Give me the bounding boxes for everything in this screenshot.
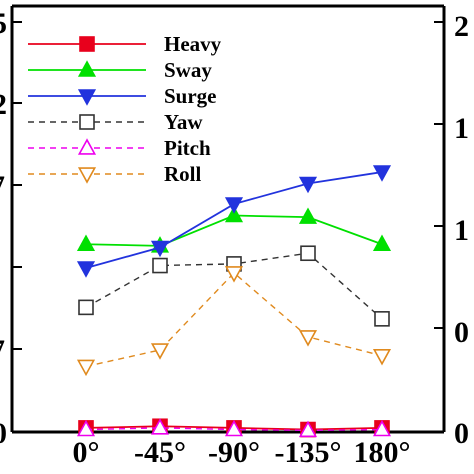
axes: 5 2 7 - 7 0 2 1 1 0 0 (0, 4, 469, 450)
x-tick-label: 0° (73, 436, 100, 469)
legend-item-yaw: Yaw (28, 110, 203, 134)
series-yaw (78, 245, 390, 327)
data-point-yaw (78, 299, 94, 316)
left-axis-tick-fragment: 7 (0, 334, 5, 367)
data-point-pitch (150, 418, 170, 435)
series-line-roll (85, 271, 383, 368)
x-axis-ticks: 0° -45° -90° -135° 180° (73, 422, 411, 469)
data-point-roll (372, 348, 392, 366)
right-axis-tick-fragment: 2 (454, 10, 469, 43)
data-point-roll (224, 266, 244, 283)
x-tick-label: -45° (134, 436, 186, 469)
data-point-surge (224, 197, 244, 214)
legend-marker (77, 138, 97, 155)
data-point-surge (76, 261, 96, 278)
legend-item-pitch: Pitch (28, 136, 211, 160)
legend-item-heavy: Heavy (28, 32, 222, 56)
legend-label: Roll (164, 162, 202, 186)
data-point-roll (150, 343, 170, 360)
data-point-pitch (76, 419, 96, 437)
data-point-surge (150, 240, 170, 258)
legend-label: Heavy (164, 32, 222, 56)
series-surge (76, 165, 392, 278)
series-sway (76, 205, 392, 253)
data-point-sway (372, 234, 392, 251)
legend-item-roll: Roll (28, 162, 202, 186)
data-point-sway (76, 234, 96, 251)
left-axis-tick-fragment: 0 (0, 417, 7, 450)
series-pitch (76, 418, 392, 438)
legend-label: Surge (164, 84, 217, 108)
data-point-sway (298, 207, 318, 224)
data-point-roll (76, 359, 96, 377)
data-point-surge (298, 176, 318, 194)
right-axis-tick-fragment: 1 (454, 112, 469, 145)
data-point-surge (372, 165, 392, 182)
series-layer (76, 165, 392, 438)
legend-item-surge: Surge (28, 84, 217, 108)
x-tick-label: -90° (208, 436, 260, 469)
data-point-yaw (300, 245, 316, 262)
left-axis-tick-fragment: 5 (0, 7, 7, 40)
data-point-pitch (224, 419, 244, 437)
series-roll (76, 266, 392, 377)
data-point-yaw (374, 311, 390, 327)
data-point-pitch (298, 420, 318, 438)
data-point-roll (298, 330, 318, 347)
left-axis-tick-fragment: 2 (0, 88, 7, 121)
left-axis-tick-fragment: 7 (0, 170, 5, 203)
x-tick-label: -135° (275, 436, 342, 469)
legend-label: Yaw (164, 110, 203, 134)
legend-item-sway: Sway (28, 58, 212, 82)
legend-label: Pitch (164, 136, 211, 160)
legend-marker (79, 36, 95, 52)
data-point-sway (224, 205, 244, 223)
right-axis-tick-fragment: 0 (454, 417, 469, 450)
legend-label: Sway (164, 58, 212, 82)
legend-marker (77, 60, 97, 77)
legend-marker (79, 114, 95, 130)
legend-marker (77, 89, 97, 106)
x-tick-label: 180° (354, 436, 411, 469)
data-point-pitch (372, 419, 392, 437)
data-point-yaw (152, 257, 168, 274)
right-axis-tick-fragment: 1 (454, 214, 469, 247)
legend-marker (77, 167, 97, 184)
right-axis-tick-fragment: 0 (454, 316, 469, 349)
